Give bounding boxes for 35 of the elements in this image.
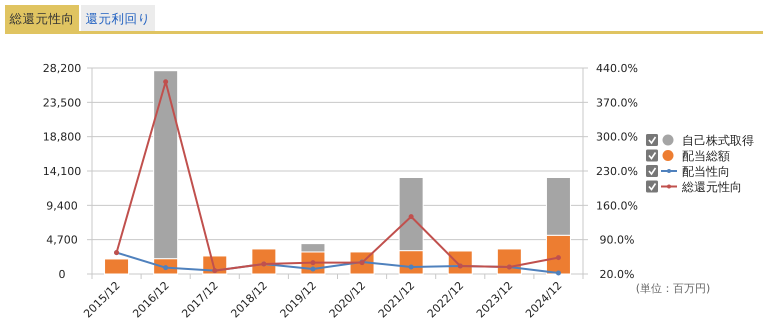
legend-label: 自己株式取得: [682, 134, 754, 148]
bar: [546, 177, 571, 236]
bar: [104, 258, 130, 274]
y-tick-label: 23,500: [42, 96, 82, 110]
legend-label: 配当性向: [682, 164, 730, 178]
y-tick-label: 28,200: [42, 62, 82, 75]
text: 還元利回り: [86, 11, 150, 26]
y-tick-label: 9,400: [46, 199, 78, 212]
text: (単位：百万円): [636, 282, 710, 295]
y-tick-label: 4,700: [46, 234, 78, 247]
point: [556, 255, 561, 260]
y2-tick-label: 230.0%: [596, 165, 638, 178]
text: 総還元性向: [8, 11, 74, 26]
point: [163, 79, 168, 84]
point: [408, 264, 414, 270]
y-tick-label: 18,800: [42, 130, 82, 144]
bar: [546, 234, 571, 274]
point: [163, 265, 168, 270]
point: [310, 266, 316, 272]
y2-tick-label: 440.0%: [596, 62, 638, 75]
y2-tick-label: 300.0%: [596, 130, 638, 144]
y-tick-label: 0: [58, 268, 66, 281]
y2-tick-label: 370.0%: [596, 96, 638, 110]
point: [310, 260, 316, 266]
bar: [300, 243, 326, 252]
y2-tick-label: 90.0%: [600, 234, 634, 247]
bar: [398, 177, 424, 252]
legend-label: 配当総額: [682, 149, 730, 163]
point: [408, 214, 414, 220]
bar: [153, 70, 178, 260]
y2-tick-label: 160.0%: [596, 199, 638, 212]
y-tick-label: 14,100: [42, 165, 82, 178]
legend-label: 総還元性向: [681, 180, 742, 194]
point: [556, 270, 561, 276]
y2-tick-label: 20.0%: [600, 268, 634, 281]
